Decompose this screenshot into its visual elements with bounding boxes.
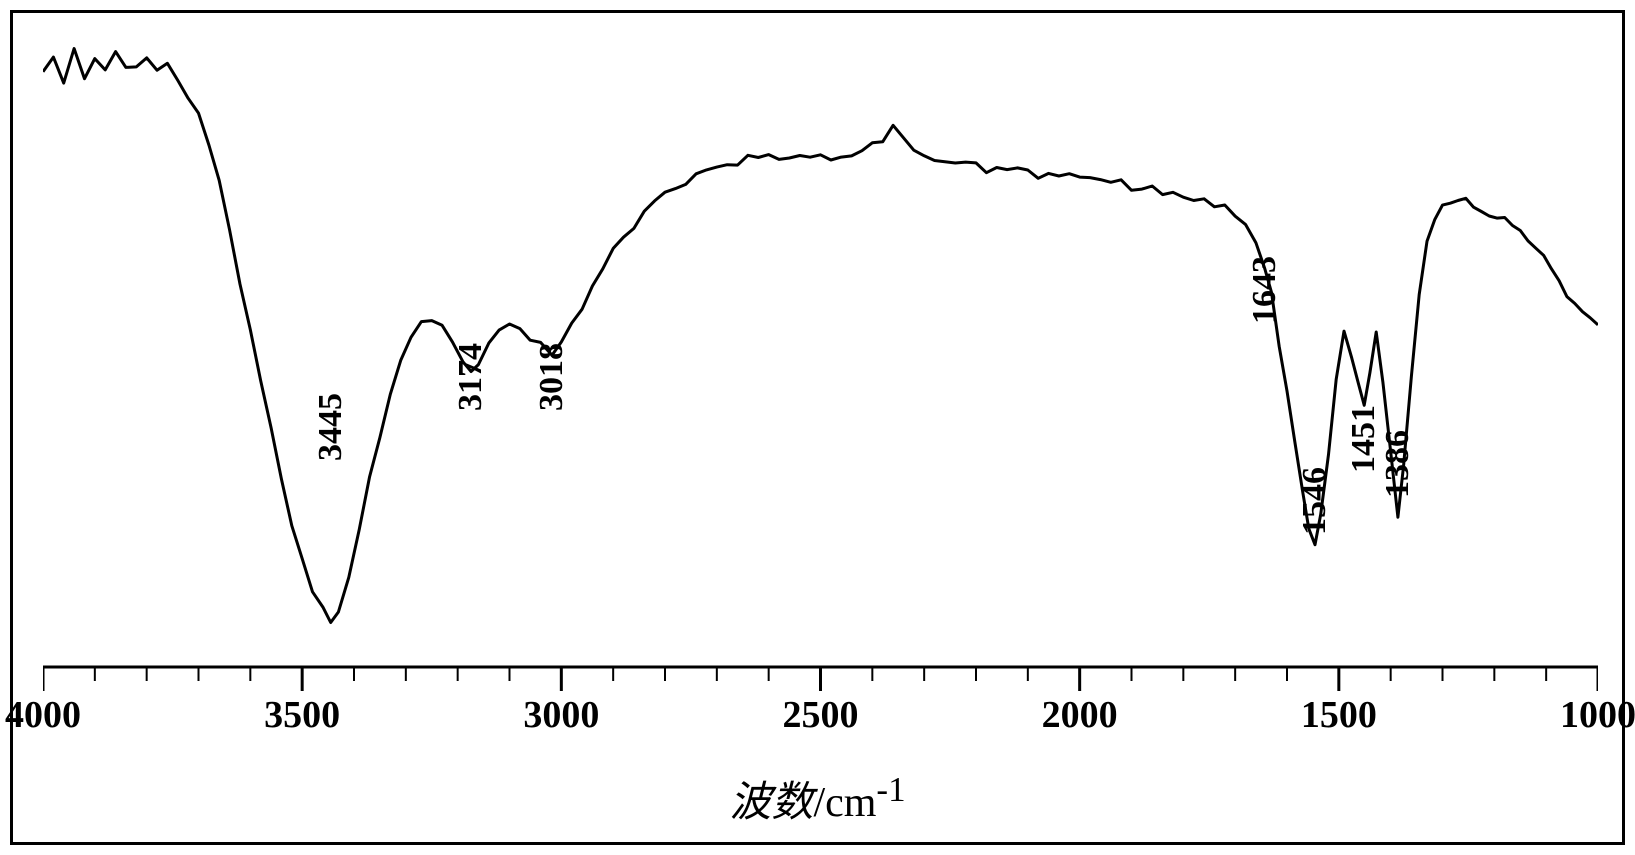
x-axis-title-sup: -1	[876, 770, 905, 809]
chart-frame: 3445317430181643154614511386 40003500300…	[10, 10, 1625, 845]
x-tick-label-1000: 1000	[1560, 693, 1635, 737]
spectrum-svg	[43, 33, 1598, 653]
x-axis-area: 4000350030002500200015001000	[43, 663, 1598, 743]
x-tick-label-4000: 4000	[5, 693, 81, 737]
peak-label-3445: 3445	[312, 393, 350, 461]
peak-label-1386: 1386	[1379, 430, 1417, 498]
x-tick-label-3500: 3500	[264, 693, 340, 737]
x-tick-label-3000: 3000	[523, 693, 599, 737]
peak-label-1643: 1643	[1246, 256, 1284, 324]
peak-label-1451: 1451	[1345, 405, 1383, 473]
x-tick-label-2000: 2000	[1042, 693, 1118, 737]
x-axis-title-prefix: 波数	[729, 780, 813, 826]
plot-area: 3445 3174 3018 1643 1546 14511386	[43, 33, 1598, 653]
x-axis-title-unit: /cm	[813, 780, 876, 826]
peak-label-1546: 1546	[1296, 467, 1334, 535]
spectrum-line	[43, 49, 1598, 623]
x-axis-title: 波数/cm-1	[729, 768, 905, 829]
peak-label-3018: 3018	[533, 343, 571, 411]
peak-label-3174: 3174	[452, 343, 490, 411]
x-tick-label-2500: 2500	[783, 693, 859, 737]
x-tick-label-1500: 1500	[1301, 693, 1377, 737]
